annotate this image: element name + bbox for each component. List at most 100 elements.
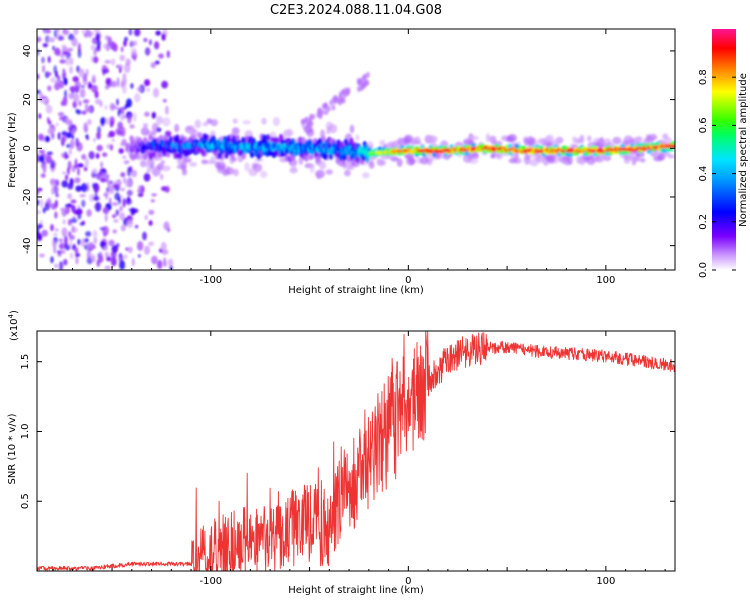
spectrogram-cell — [319, 161, 327, 170]
spectrogram-cell — [74, 88, 79, 94]
spectrogram-cell — [161, 186, 167, 192]
snr-background — [37, 331, 675, 571]
colorbar-ticks: 0.0 0.2 0.4 0.6 0.8 — [698, 69, 736, 278]
spectrogram-cell — [58, 242, 66, 250]
spectrogram-cell — [104, 251, 110, 258]
spectrogram-cell — [71, 164, 76, 173]
spectrogram-cell — [85, 29, 90, 34]
spectrogram-cell — [160, 173, 164, 180]
spectrogram-cell — [140, 160, 146, 168]
spectrogram-cell — [58, 80, 65, 89]
spectrogram-cell — [161, 33, 166, 41]
spectrogram-cell — [75, 253, 81, 257]
spectrogram-cell — [151, 122, 159, 133]
spectrogram-cell — [60, 207, 67, 212]
spectrogram-cell — [144, 214, 148, 221]
spectrogram-cell — [152, 87, 160, 98]
spectrogram-cell — [572, 136, 578, 144]
spectrogram-cell — [329, 99, 334, 106]
spectrogram-cell — [111, 80, 117, 88]
spectrogram-cell — [174, 152, 179, 159]
spectrogram-cell — [339, 141, 344, 148]
spectrogram-cell — [187, 129, 193, 134]
spectrogram-cell — [64, 57, 71, 66]
spectrogram-cell — [429, 136, 436, 146]
spectrogram-cell — [176, 156, 183, 165]
spectrogram-cell — [86, 250, 92, 260]
spectrogram-cell — [138, 254, 141, 258]
spectrogram-cell — [169, 265, 173, 270]
spectrogram-cell — [112, 214, 116, 219]
spectrogram-cell — [64, 151, 68, 155]
snr-scale-label: (x104) — [7, 310, 20, 341]
spectrogram-cell — [129, 124, 135, 129]
spectrogram-cell — [151, 111, 156, 119]
colorbar-tick-label: 0.0 — [698, 262, 709, 278]
spectrogram-cell — [151, 193, 157, 197]
spectrogram-cell — [328, 124, 338, 134]
spectrogram-cell — [270, 136, 275, 144]
spectrogram-cell — [71, 244, 77, 251]
spectrogram-cell — [272, 116, 280, 127]
y-tick-label: 0 — [22, 145, 33, 151]
spectrogram-cell — [91, 253, 95, 260]
spectrogram-cell — [118, 148, 124, 154]
spectrogram-cell — [126, 189, 133, 196]
spectrogram-cell — [142, 231, 147, 241]
spectrogram-cell — [39, 253, 45, 258]
spectrogram-cell — [137, 137, 143, 144]
colorbar: 0.0 0.2 0.4 0.6 0.8 Normalized spectral ampl… — [698, 29, 749, 278]
spectrogram-cell — [102, 68, 106, 76]
spectrogram-cell — [167, 258, 174, 267]
spectrogram-cell — [419, 157, 429, 165]
spectrogram-cell — [50, 256, 54, 264]
spectrogram-cell — [355, 134, 360, 141]
spectrogram-cell — [37, 210, 42, 215]
spectrogram-cell — [328, 153, 334, 160]
spectrogram-cell — [75, 257, 79, 265]
figure-title: C2E3.2024.088.11.04.G08 — [270, 3, 442, 18]
spectrogram-cell — [144, 47, 151, 56]
spectrogram-cell — [38, 113, 42, 119]
spectrogram-cell — [55, 193, 60, 198]
spectrogram-cell — [116, 77, 120, 88]
spectrogram-cell — [268, 149, 273, 156]
spectrogram-cell — [112, 183, 119, 189]
spectrogram-cell — [251, 137, 256, 145]
snr-scale-exponent: 4 — [7, 313, 15, 318]
spectrogram-cell — [51, 186, 55, 195]
spectrogram-cell — [86, 242, 90, 252]
spectrogram-cell — [316, 172, 322, 180]
y-tick-label: 1.5 — [20, 354, 31, 370]
spectrogram-cell — [78, 100, 82, 107]
spectrogram-cell — [309, 120, 314, 127]
spectrogram-cell — [108, 183, 113, 193]
spectrogram-cell — [119, 205, 123, 212]
spectrogram-cell — [111, 256, 117, 267]
spectrogram-cell — [56, 29, 60, 34]
spectrogram-cell — [120, 224, 126, 232]
spectrogram-cell — [576, 155, 582, 164]
spectrogram-cell — [61, 171, 67, 175]
snr-frame — [36, 330, 676, 572]
spectrogram-cell — [47, 85, 52, 92]
spectrogram-cell — [164, 105, 169, 115]
spectrogram-cell — [578, 135, 585, 144]
spectrogram-cell — [70, 199, 77, 204]
spectrogram-cell — [114, 192, 121, 201]
spectrogram-cell — [150, 199, 155, 203]
spectrogram-cell — [93, 56, 99, 64]
spectrogram-cell — [93, 48, 97, 56]
spectrogram-cell — [261, 134, 267, 141]
spectrogram-cell — [56, 49, 61, 57]
spectrogram-cell — [89, 194, 95, 202]
spectrogram-cell — [102, 225, 109, 236]
spectrogram-cell — [471, 143, 476, 148]
spectrogram-cell — [527, 136, 535, 147]
spectrogram-cell — [180, 161, 187, 171]
colorbar-tick-label: 0.4 — [698, 166, 709, 182]
spectrogram-cell — [355, 156, 360, 163]
spectrogram-cell — [37, 226, 40, 234]
spectrogram-cell — [63, 155, 70, 159]
spectrogram-cell — [148, 241, 155, 247]
